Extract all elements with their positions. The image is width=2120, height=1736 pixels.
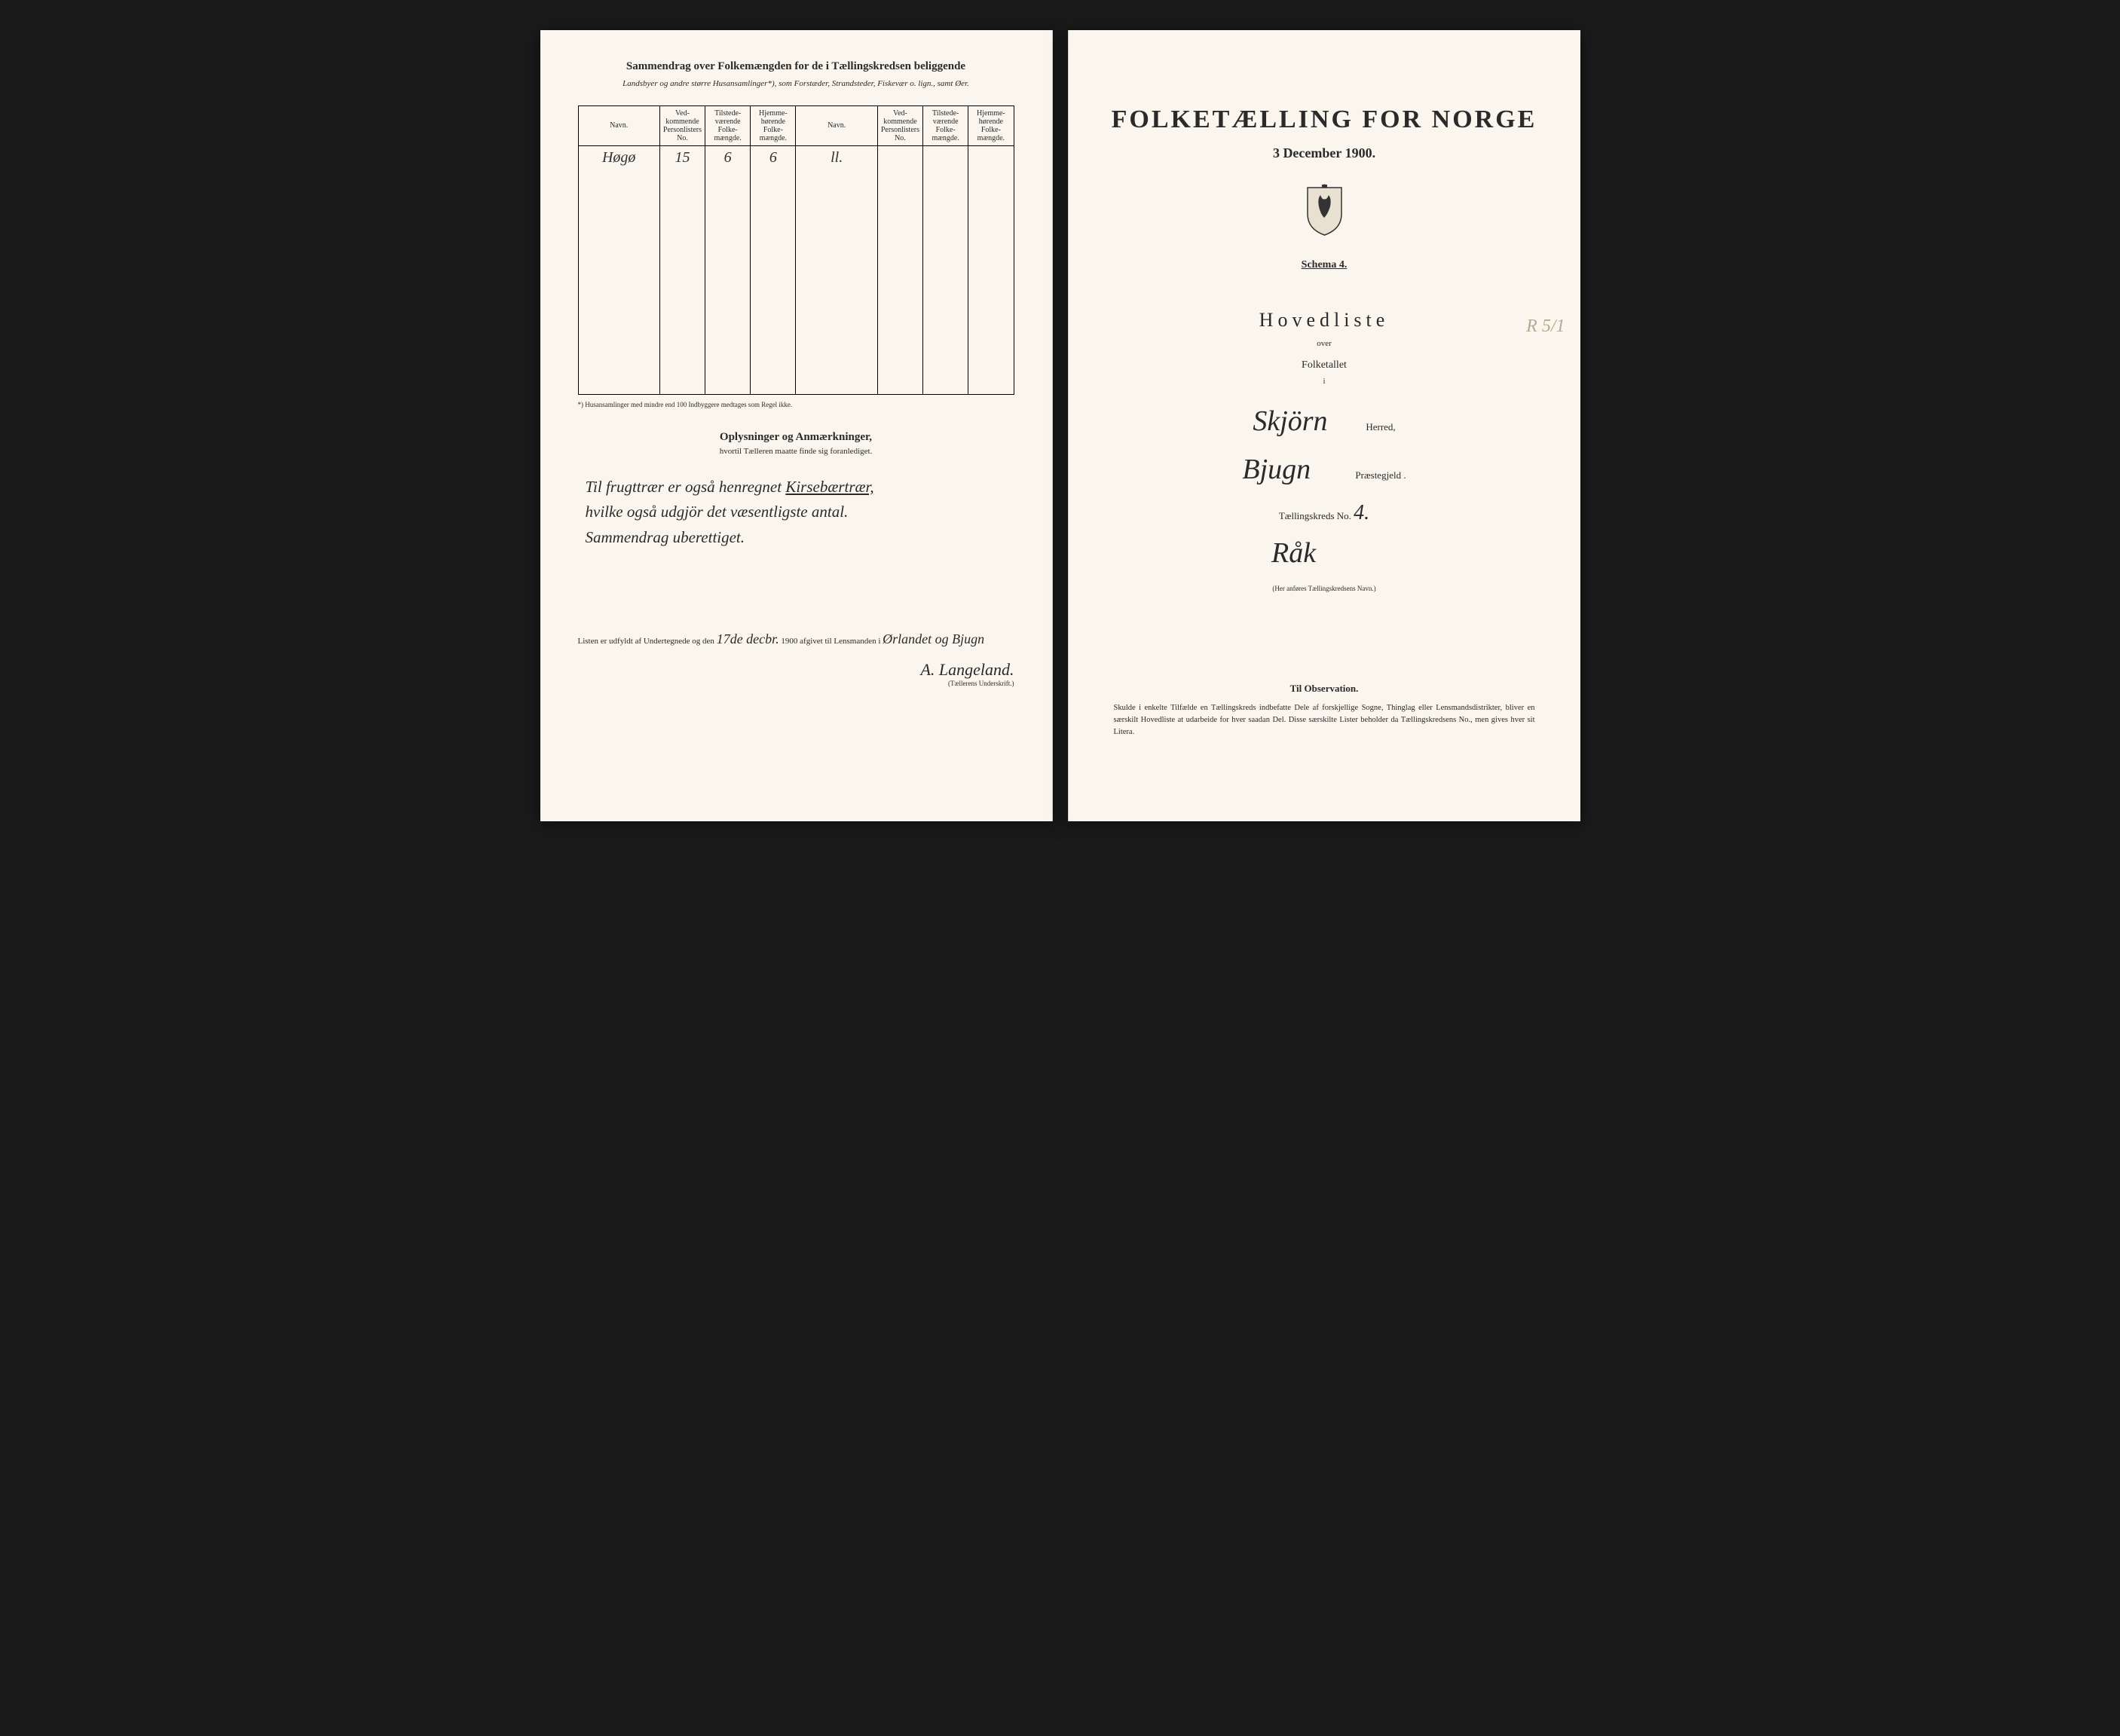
coat-of-arms-icon: [1304, 184, 1345, 237]
oplysninger-subtitle: hvortil Tælleren maatte finde sig foranl…: [578, 447, 1014, 456]
kreds-line: Tællingskreds No. 4.: [1106, 501, 1543, 525]
subtitle-end: Øer.: [955, 79, 969, 88]
cell-empty-1: [877, 145, 922, 394]
praestegjeld-label: Præstegjeld .: [1355, 469, 1406, 481]
herred-label: Herred,: [1366, 421, 1395, 433]
kreds-no: 4.: [1354, 501, 1369, 524]
hw-tilstede: 6: [724, 149, 732, 166]
sig-role: (Tællerens Underskrift.): [578, 680, 1014, 687]
cell-empty-2: [923, 145, 968, 394]
oplysninger-title: Oplysninger og Anmærkninger,: [578, 431, 1014, 444]
herred-row: Skjörn Herred,: [1106, 405, 1543, 438]
side-annotation: R 5/1: [1526, 316, 1565, 337]
main-title: FOLKETÆLLING FOR NORGE: [1106, 105, 1543, 134]
left-header: Sammendrag over Folkemængden for de i Tæ…: [578, 60, 1014, 90]
schema-label: Schema 4.: [1106, 259, 1543, 271]
sig-name: A. Langeland.: [920, 660, 1014, 679]
th-hjemme-2: Hjemme-hørende Folke-mængde.: [968, 105, 1014, 145]
th-hjemme-1: Hjemme-hørende Folke-mængde.: [751, 105, 796, 145]
left-page: Sammendrag over Folkemængden for de i Tæ…: [540, 30, 1053, 821]
note-line1a: Til frugttrær er også henregnet: [586, 478, 786, 496]
handwritten-notes: Til frugttrær er også henregnet Kirsebær…: [578, 475, 1014, 551]
cell-empty-3: [968, 145, 1014, 394]
table-row: Høgø 15 6 6 ll.: [578, 145, 1014, 394]
th-navn-1: Navn.: [578, 105, 659, 145]
praestegjeld-value: Bjugn: [1242, 453, 1348, 486]
note-line1b: Kirsebærtrær,: [785, 478, 873, 496]
book-spread: Sammendrag over Folkemængden for de i Tæ…: [540, 30, 1580, 821]
kreds-navn-note: (Her anføres Tællingskredsens Navn.): [1106, 585, 1543, 592]
kreds-label: Tællingskreds No.: [1279, 510, 1351, 521]
subtitle-prefix: Landsbyer: [623, 79, 657, 88]
oplysninger-header: Oplysninger og Anmærkninger, hvortil Tæl…: [578, 431, 1014, 456]
cell-hjemme: 6: [751, 145, 796, 394]
right-content: FOLKETÆLLING FOR NORGE 3 December 1900. …: [1106, 105, 1543, 738]
date-line: 3 December 1900.: [1106, 145, 1543, 161]
hovedliste: Hovedliste: [1106, 309, 1543, 332]
over-label: over: [1106, 339, 1543, 348]
note-line2: hvilke også udgjör det væsentligste anta…: [586, 503, 849, 521]
th-personlisters-1: Ved-kommende Personlisters No.: [659, 105, 705, 145]
sig-place: Ørlandet og Bjugn: [883, 631, 984, 646]
left-subtitle: Landsbyer og andre større Husansamlinger…: [578, 78, 1014, 90]
cell-tilstede: 6: [705, 145, 751, 394]
signature-block: A. Langeland. (Tællerens Underskrift.): [578, 660, 1014, 687]
hw-navn: Høgø: [602, 149, 635, 166]
th-tilstede-2: Tilstede-værende Folke-mængde.: [923, 105, 968, 145]
th-navn-2: Navn.: [796, 105, 877, 145]
th-personlisters-2: Ved-kommende Personlisters No.: [877, 105, 922, 145]
table-footnote: *) Husansamlinger med mindre end 100 Ind…: [578, 401, 1014, 408]
right-page: R 5/1 FOLKETÆLLING FOR NORGE 3 December …: [1068, 30, 1580, 821]
folketallet-label: Folketallet: [1106, 359, 1543, 371]
cell-navn2: ll.: [796, 145, 877, 394]
hw-personlisters: 15: [675, 149, 690, 166]
cell-navn: Høgø: [578, 145, 659, 394]
kreds-navn: Råk: [1271, 536, 1377, 570]
left-title: Sammendrag over Folkemængden for de i Tæ…: [578, 60, 1014, 73]
observation-title: Til Observation.: [1106, 683, 1543, 695]
sig-date: 17de decbr.: [717, 631, 779, 646]
praestegjeld-row: Bjugn Præstegjeld .: [1106, 453, 1543, 486]
herred-value: Skjörn: [1253, 405, 1358, 438]
sig-prefix: Listen er udfyldt af Undertegnede og den: [578, 637, 717, 646]
note-line3: Sammendrag uberettiget.: [586, 528, 745, 546]
table-header-row: Navn. Ved-kommende Personlisters No. Til…: [578, 105, 1014, 145]
summary-table: Navn. Ved-kommende Personlisters No. Til…: [578, 105, 1014, 395]
cell-personlisters: 15: [659, 145, 705, 394]
signature-line: Listen er udfyldt af Undertegnede og den…: [578, 625, 1014, 653]
hw-navn2: ll.: [831, 149, 843, 166]
i-label: i: [1106, 377, 1543, 386]
subtitle-rest: og andre større Husansamlinger*), som Fo…: [658, 79, 956, 88]
kreds-navn-row: Råk: [1106, 536, 1543, 570]
sig-year: 1900 afgivet til Lensmanden i: [781, 637, 883, 646]
hw-hjemme: 6: [769, 149, 777, 166]
th-tilstede-1: Tilstede-værende Folke-mængde.: [705, 105, 751, 145]
observation-text: Skulde i enkelte Tilfælde en Tællingskre…: [1106, 702, 1543, 738]
